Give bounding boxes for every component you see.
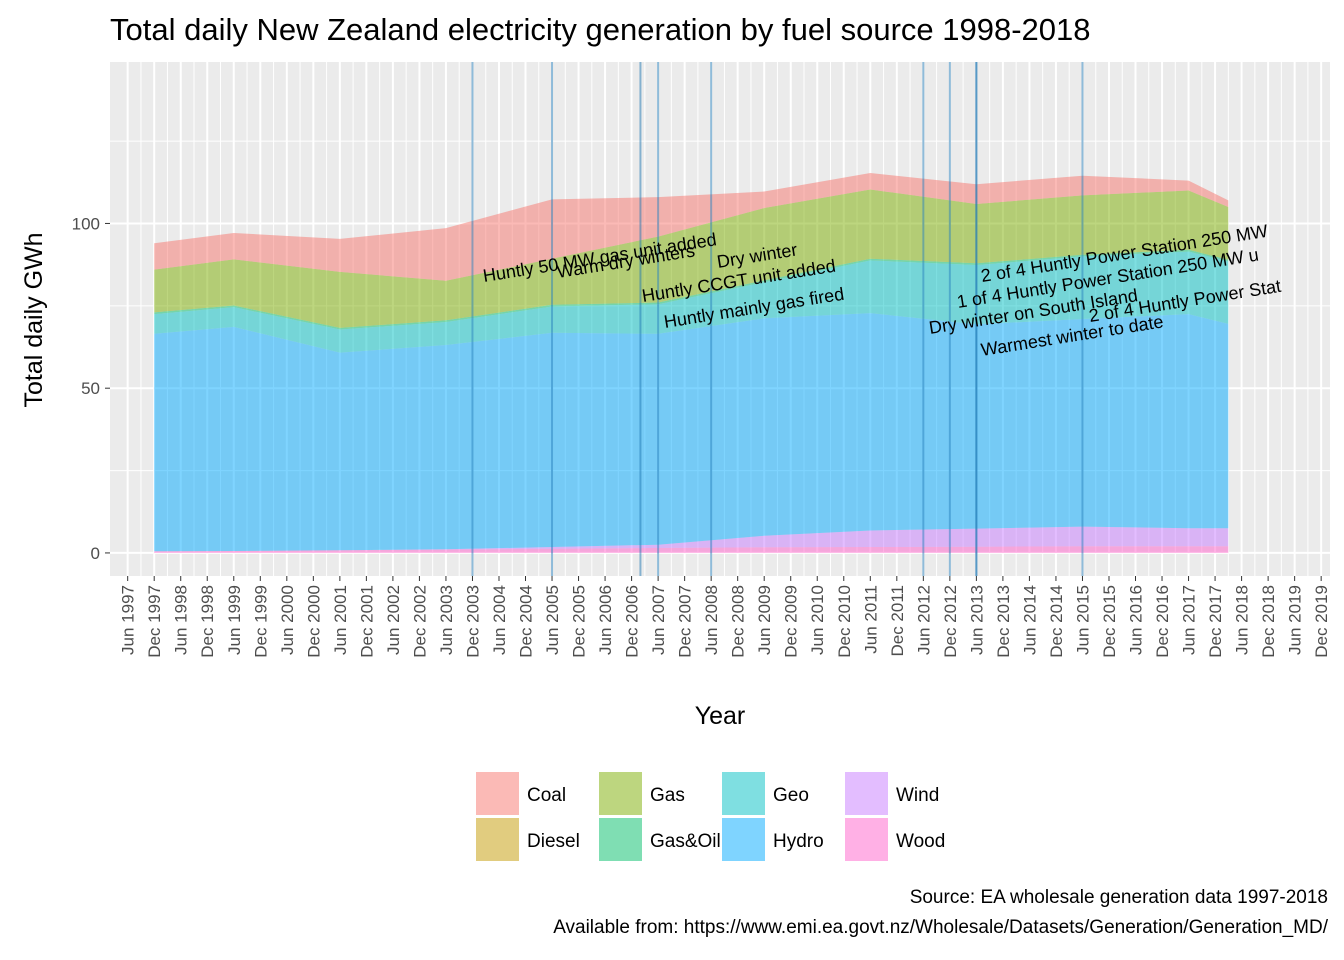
x-tick-label: Dec 2014 [1047,585,1066,658]
x-tick-label: Dec 2013 [994,585,1013,658]
x-tick-label: Jun 2002 [384,585,403,655]
x-axis: Jun 1997 Dec 1997 Jun 1998 Dec 1998 Jun 1999… [119,576,1331,658]
x-tick-label: Jun 2014 [1020,585,1039,655]
legend-label: Wood [896,831,945,852]
legend-key [476,772,519,815]
x-tick-label: Dec 2018 [1259,585,1278,658]
x-tick-label: Jun 2008 [702,585,721,655]
x-tick-label: Dec 2006 [623,585,642,658]
x-tick-label: Dec 2010 [835,585,854,658]
x-tick-label: Jun 2006 [596,585,615,655]
legend-label: Diesel [527,831,580,852]
legend-label: Gas [650,785,685,806]
legend-key [722,772,765,815]
y-tick-label: 0 [91,544,100,563]
x-tick-label: Jun 2009 [755,585,774,655]
area-hydro [154,313,1229,552]
area-wood [154,546,1229,553]
x-tick-label: Jun 2003 [437,585,456,655]
area-gas [154,189,1229,328]
legend-label: Geo [773,785,809,806]
x-tick-label: Jun 2000 [278,585,297,655]
x-tick-label: Jun 2010 [808,585,827,655]
x-tick-label: Dec 2008 [729,585,748,658]
legend-key [599,818,642,861]
x-tick-label: Jun 2001 [331,585,350,655]
x-tick-label: Dec 2011 [888,585,907,657]
x-tick-label: Dec 2015 [1100,585,1119,658]
x-tick-label: Dec 2000 [304,585,323,658]
x-tick-label: Dec 1998 [198,585,217,658]
legend-label: Hydro [773,831,824,852]
y-tick-label: 50 [81,379,100,398]
x-tick-label: Jun 1999 [225,585,244,655]
x-tick-label: Jun 2005 [543,585,562,655]
legend-label: Wind [896,785,939,806]
x-tick-label: Jun 2007 [649,585,668,655]
x-tick-label: Jun 2013 [967,585,986,655]
x-tick-label: Jun 2004 [490,585,509,655]
x-tick-label: Dec 2004 [517,585,536,658]
legend-label: Coal [527,785,566,806]
legend-key [476,818,519,861]
x-tick-label: Jun 2018 [1233,585,1252,655]
legend-key [845,818,888,861]
x-tick-label: Jun 1998 [172,585,191,655]
x-tick-label: Jun 2017 [1180,585,1199,655]
area-coal [154,173,1229,281]
x-tick-label: Dec 2003 [463,585,482,658]
x-tick-label: Dec 2007 [676,585,695,658]
area-geo [154,251,1229,353]
x-axis-title: Year [695,702,746,730]
y-axis-title: Total daily GWh [20,232,48,407]
x-tick-label: Jun 1997 [119,585,138,655]
legend-key [599,772,642,815]
x-tick-label: Dec 1999 [251,585,270,658]
x-tick-label: Dec 2019 [1312,585,1331,658]
y-axis: 0 50 100 [72,214,110,563]
x-tick-label: Dec 1997 [145,585,164,658]
x-tick-label: Jun 2011 [861,585,880,654]
x-tick-label: Dec 2002 [410,585,429,658]
x-tick-label: Jun 2015 [1073,585,1092,655]
caption-source: Source: EA wholesale generation data 199… [910,887,1328,908]
y-tick-label: 100 [72,214,100,233]
area-series-group [154,173,1229,553]
legend-key [845,772,888,815]
x-tick-label: Dec 2016 [1153,585,1172,658]
x-tick-label: Dec 2017 [1206,585,1225,658]
caption-url: Available from: https://www.emi.ea.govt.… [553,917,1329,938]
x-tick-label: Dec 2001 [357,585,376,658]
x-tick-label: Dec 2012 [941,585,960,658]
legend: Coal Diesel Gas Gas&Oil Geo Hydro Wind Wood [476,772,945,861]
x-tick-label: Dec 2005 [570,585,589,658]
x-tick-label: Dec 2009 [782,585,801,658]
legend-key [722,818,765,861]
x-tick-label: Jun 2019 [1286,585,1305,655]
chart-title: Total daily New Zealand electricity gene… [110,12,1091,47]
legend-label: Gas&Oil [650,831,721,852]
area-wind [154,526,1229,552]
x-tick-label: Jun 2012 [914,585,933,655]
x-tick-label: Jun 2016 [1127,585,1146,655]
annotation-lines [471,62,1084,576]
